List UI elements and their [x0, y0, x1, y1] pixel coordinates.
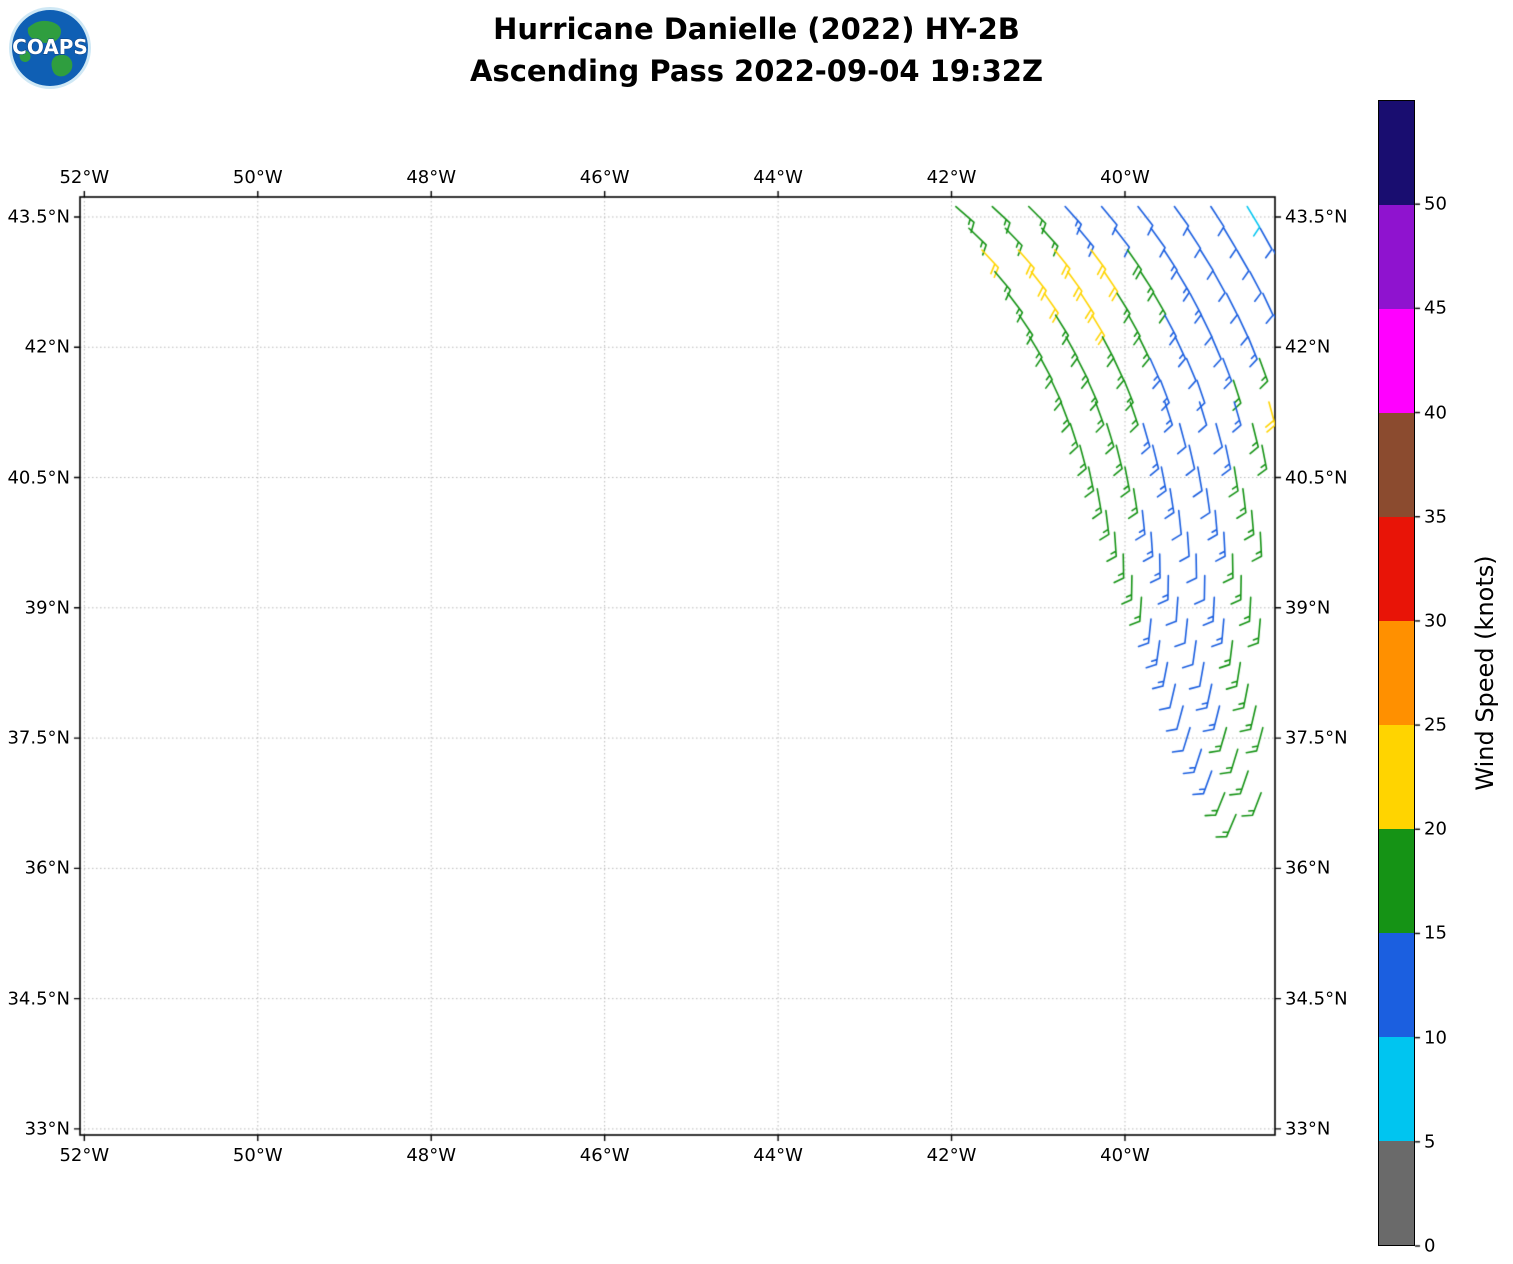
x-tick-label: 46°W	[579, 167, 630, 188]
colorbar-segment	[1379, 1037, 1414, 1141]
colorbar-segment	[1379, 309, 1414, 413]
colorbar-tick-label: 25	[1424, 714, 1447, 736]
x-tick-label: 50°W	[232, 1145, 283, 1166]
colorbar-tick-label: 20	[1424, 818, 1447, 840]
colorbar-segment	[1379, 725, 1414, 829]
y-tick-label: 33°N	[1285, 1118, 1331, 1140]
colorbar-segment	[1379, 205, 1414, 309]
x-tick-label: 52°W	[59, 1145, 110, 1166]
y-tick-label: 43.5°N	[7, 206, 70, 228]
x-tick-label: 46°W	[579, 1145, 630, 1166]
x-tick-label: 42°W	[926, 1145, 977, 1166]
colorbar-segment	[1379, 621, 1414, 725]
colorbar-segment	[1379, 829, 1414, 933]
colorbar-label: Wind Speed (knots)	[1471, 555, 1499, 791]
colorbar-tick-label: 35	[1424, 506, 1447, 528]
y-tick-label: 34.5°N	[1285, 988, 1348, 1010]
y-tick-label: 43.5°N	[1285, 206, 1348, 228]
y-tick-label: 36°N	[1285, 857, 1331, 879]
x-tick-label: 44°W	[753, 1145, 803, 1166]
colorbar-segment	[1379, 933, 1414, 1037]
colorbar-tick-label: 45	[1424, 297, 1447, 319]
y-tick-label: 37.5°N	[1285, 727, 1348, 749]
y-tick-label: 42°N	[1285, 336, 1331, 358]
y-tick-label: 37.5°N	[7, 727, 70, 749]
colorbar-tick-label: 10	[1424, 1027, 1447, 1049]
x-tick-label: 42°W	[926, 167, 977, 188]
x-tick-label: 44°W	[753, 167, 803, 188]
x-tick-label: 40°W	[1100, 167, 1150, 188]
y-tick-label: 36°N	[24, 857, 70, 879]
x-tick-label: 50°W	[232, 167, 283, 188]
y-tick-label: 39°N	[1285, 597, 1331, 619]
colorbar-tick-label: 50	[1424, 193, 1447, 215]
colorbar-tick-label: 0	[1424, 1235, 1436, 1257]
x-tick-label: 48°W	[406, 1145, 457, 1166]
colorbar-tick-label: 15	[1424, 922, 1447, 944]
y-tick-label: 34.5°N	[7, 988, 70, 1010]
colorbar-segment	[1379, 517, 1414, 621]
colorbar-segment	[1379, 1141, 1414, 1245]
x-tick-label: 48°W	[406, 167, 457, 188]
colorbar-segment	[1379, 101, 1414, 205]
colorbar-tick-label: 40	[1424, 402, 1447, 424]
colorbar-tick-label: 30	[1424, 610, 1447, 632]
x-tick-label: 40°W	[1100, 1145, 1150, 1166]
y-tick-label: 40.5°N	[7, 467, 70, 489]
colorbar	[1378, 100, 1415, 1246]
y-tick-label: 42°N	[24, 336, 70, 358]
colorbar-tick-label: 5	[1424, 1131, 1436, 1153]
x-tick-label: 52°W	[59, 167, 110, 188]
colorbar-segment	[1379, 413, 1414, 517]
y-tick-label: 33°N	[24, 1118, 70, 1140]
y-tick-label: 40.5°N	[1285, 467, 1348, 489]
y-tick-label: 39°N	[24, 597, 70, 619]
